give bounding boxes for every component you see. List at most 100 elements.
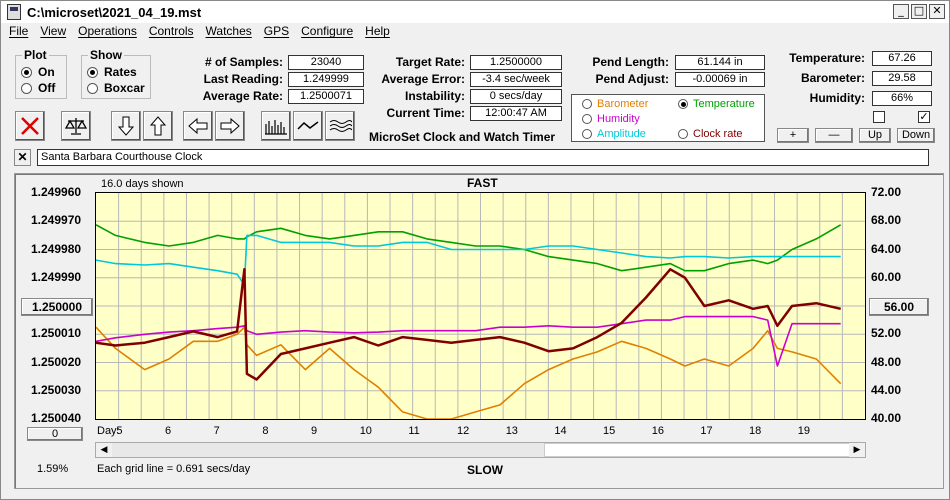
wave-icon	[297, 121, 319, 130]
arrow-left-button[interactable]	[183, 111, 213, 141]
right-tick-label: 44.00	[871, 382, 902, 397]
right-axis-center-button[interactable]: 56.00	[869, 298, 929, 316]
x-tick-label: 9	[311, 425, 318, 437]
right-tick-label: 64.00	[871, 241, 902, 256]
series-barometer	[95, 326, 842, 420]
source-temperature-radio[interactable]: Temperature	[678, 98, 755, 110]
x-tick-label: 13	[505, 425, 518, 437]
arrow-right-icon	[220, 117, 240, 135]
wave-button[interactable]	[293, 111, 323, 141]
barometer-label: Barometer:	[800, 71, 865, 85]
close-icon[interactable]: ✕	[929, 4, 945, 19]
menu-file[interactable]: File	[9, 24, 29, 38]
zero-button[interactable]: 0	[27, 427, 83, 441]
clock-name-field[interactable]: Santa Barbara Courthouse Clock	[37, 149, 929, 166]
menu-watches[interactable]: Watches	[205, 24, 252, 38]
show-rates-radio[interactable]: Rates	[87, 65, 137, 79]
series-clock-rate	[95, 268, 841, 381]
menu-help[interactable]: Help	[365, 24, 390, 38]
percent-label: 1.59%	[37, 463, 69, 475]
right-tick-label: 68.00	[871, 213, 902, 228]
pend-length-field[interactable]: 61.144 in	[675, 55, 765, 70]
plot-off-label: Off	[38, 81, 56, 95]
scroll-left-icon[interactable]: ◀	[96, 443, 112, 457]
radio-icon	[21, 82, 32, 94]
plus-button[interactable]: +	[777, 128, 809, 143]
radio-icon	[582, 99, 592, 109]
x-tick-label: 15	[603, 425, 616, 437]
checkbox-left[interactable]	[873, 111, 885, 123]
left-axis-center-button[interactable]: 1.250000	[21, 298, 93, 316]
scroll-thumb[interactable]	[544, 443, 850, 457]
menu-configure[interactable]: Configure	[301, 24, 354, 38]
source-amplitude-radio[interactable]: Amplitude	[582, 128, 646, 140]
x-tick-label: 7	[213, 425, 220, 437]
show-boxcar-radio[interactable]: Boxcar	[87, 81, 145, 95]
target-rate-field[interactable]: 1.2500000	[470, 55, 562, 70]
source-clock-rate-radio[interactable]: Clock rate	[678, 128, 743, 140]
series-amplitude	[95, 234, 841, 286]
source-humidity-label: Humidity	[597, 113, 640, 125]
humidity-label: Humidity:	[809, 91, 865, 105]
x-tick-label: 10	[359, 425, 372, 437]
plot-off-radio[interactable]: Off	[21, 81, 55, 95]
arrow-up-button[interactable]	[143, 111, 173, 141]
left-tick-label: 1.249990	[31, 269, 82, 284]
source-temperature-label: Temperature	[693, 98, 755, 110]
balance-button[interactable]	[61, 111, 91, 141]
x-tick-label: 16	[651, 425, 664, 437]
minus-button[interactable]: —	[815, 128, 853, 143]
plot-on-label: On	[38, 65, 55, 79]
arrow-down-icon	[117, 116, 135, 136]
radio-selected-icon	[21, 66, 32, 78]
source-barometer-radio[interactable]: Barometer	[582, 98, 648, 110]
source-barometer-label: Barometer	[597, 98, 649, 110]
minimize-icon[interactable]: _	[893, 4, 909, 19]
pend-adjust-label: Pend Adjust:	[595, 72, 669, 86]
right-tick-label: 52.00	[871, 326, 902, 341]
menu-operations[interactable]: Operations	[78, 24, 137, 38]
current-time-field: 12:00:47 AM	[470, 106, 562, 121]
last-reading-field: 1.249999	[288, 72, 364, 87]
scroll-right-icon[interactable]: ▶	[849, 443, 865, 457]
x-tick-label: 19	[797, 425, 810, 437]
menu-bar: File View Operations Controls Watches GP…	[1, 24, 390, 42]
arrow-down-button[interactable]	[111, 111, 141, 141]
up-button[interactable]: Up	[859, 128, 891, 143]
series-humidity	[95, 315, 841, 367]
app-title-label: MicroSet Clock and Watch Timer	[369, 130, 556, 144]
show-group-label: Show	[88, 48, 124, 62]
left-tick-label: 1.249970	[31, 213, 82, 228]
arrow-right-button[interactable]	[215, 111, 245, 141]
clear-clock-button[interactable]: ✕	[14, 149, 31, 166]
target-rate-label: Target Rate:	[395, 55, 465, 69]
left-tick-label: 1.249960	[31, 185, 82, 199]
menu-controls[interactable]: Controls	[148, 24, 194, 38]
triple-wave-icon	[329, 120, 352, 132]
pend-adjust-field[interactable]: -0.00069 in	[675, 72, 765, 87]
rate-chart	[95, 192, 866, 420]
x-tick-label: 5	[116, 425, 123, 437]
average-error-field: -3.4 sec/week	[470, 72, 562, 87]
arrow-up-icon	[149, 116, 167, 136]
checkbox-right[interactable]: ✓	[918, 111, 930, 123]
down-button[interactable]: Down	[897, 128, 935, 143]
humidity-field: 66%	[872, 91, 932, 106]
radio-icon	[582, 129, 592, 139]
source-humidity-radio[interactable]: Humidity	[582, 113, 640, 125]
bar-graph-button[interactable]	[261, 111, 291, 141]
x-tick-label: 12	[457, 425, 470, 437]
maximize-icon[interactable]: □	[911, 4, 927, 19]
slow-label: SLOW	[467, 463, 503, 477]
title-bar: C:\microset\2021_04_19.mst _ □ ✕	[1, 1, 949, 23]
menu-gps[interactable]: GPS	[263, 24, 290, 38]
menu-view[interactable]: View	[40, 24, 67, 38]
time-scrollbar[interactable]: ◀ ▶	[95, 442, 866, 458]
close-x-button[interactable]	[15, 111, 45, 141]
x-tick-label: 11	[408, 425, 420, 437]
temperature-field: 67.26	[872, 51, 932, 66]
plot-group-label: Plot	[22, 48, 49, 62]
plot-on-radio[interactable]: On	[21, 65, 55, 79]
triple-wave-button[interactable]	[325, 111, 355, 141]
